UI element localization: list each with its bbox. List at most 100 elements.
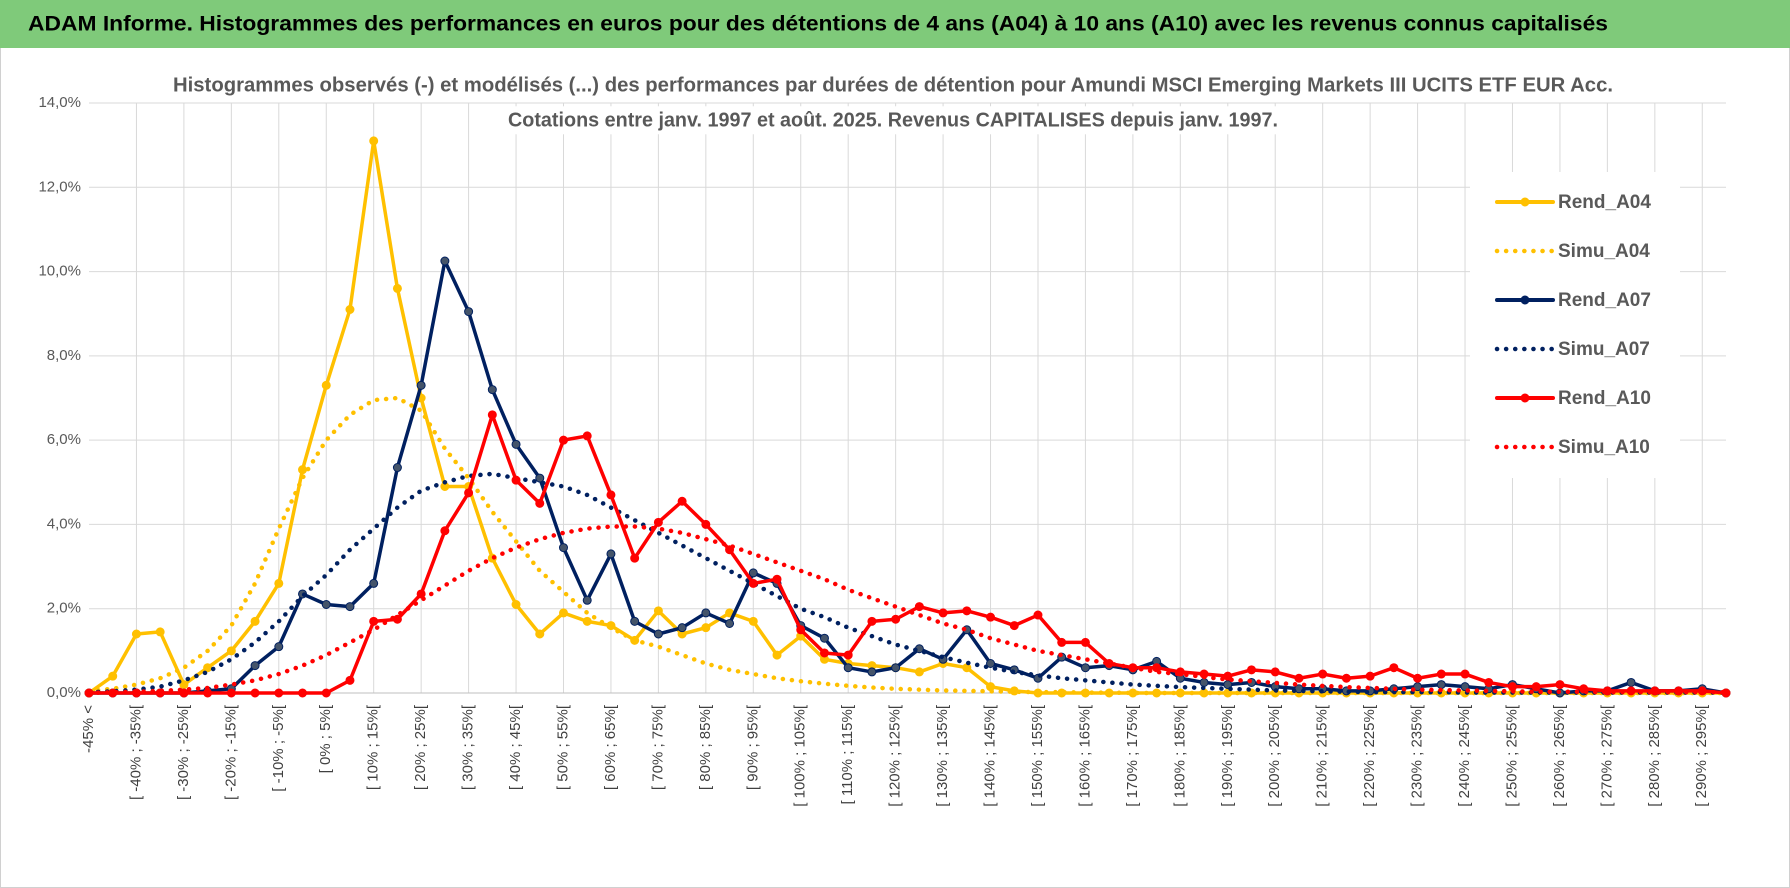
data-point (511, 475, 521, 485)
title-background (502, 106, 1284, 135)
legend-marker (1520, 393, 1530, 403)
data-point (1365, 671, 1375, 681)
series-lines (84, 136, 1731, 698)
series-line (87, 413, 1728, 695)
x-tick-label: [ -30% ; -25%[ (175, 704, 192, 800)
x-tick-label: [ 240% ; 245%[ (1456, 704, 1473, 807)
data-point (653, 606, 663, 616)
x-tick-label: [ 60% ; 65%[ (602, 704, 619, 790)
legend-label: Rend_A10 (1558, 388, 1651, 409)
data-point (558, 608, 568, 618)
legend-label: Rend_A04 (1558, 192, 1651, 213)
data-point (630, 553, 640, 563)
data-point (606, 490, 616, 500)
data-point (1436, 669, 1446, 679)
grid: 0,0% 2,0% 4,0% 6,0% 8,0% 10,0% 12,0% 14,0% -45% … (38, 94, 1726, 807)
x-tick-label: [ 20% ; 25%[ (412, 704, 429, 790)
data-point (914, 602, 924, 612)
data-point (630, 616, 640, 626)
data-point (986, 659, 996, 668)
x-tick-label: [ -40% ; -35%[ (127, 704, 144, 800)
y-tick-label: 8,0% (47, 347, 81, 364)
x-tick-label: [ 80% ; 85%[ (697, 704, 714, 790)
x-tick-label: -45% < (80, 705, 97, 753)
x-tick-label: [ 40% ; 45%[ (507, 704, 524, 790)
legend-marker (1520, 197, 1530, 207)
data-point (1247, 665, 1257, 675)
data-point (725, 618, 735, 628)
data-point (203, 663, 213, 673)
data-point (321, 600, 331, 609)
data-point (226, 646, 236, 656)
data-point (891, 663, 901, 673)
x-tick-label: [ 70% ; 75%[ (649, 704, 666, 790)
data-point (345, 305, 355, 314)
data-point (392, 614, 402, 624)
legend-marker (1520, 295, 1530, 305)
x-tick-label: [ 0% ; 5%[ (317, 704, 334, 773)
data-point (1199, 677, 1209, 687)
data-point (701, 519, 711, 529)
x-tick-label: [ 10% ; 15%[ (365, 704, 382, 790)
data-point (582, 431, 592, 441)
data-point (843, 650, 853, 660)
data-point (298, 688, 308, 698)
data-point (796, 625, 806, 635)
data-point (1294, 673, 1304, 683)
y-tick-label: 2,0% (47, 600, 81, 617)
data-point (558, 435, 568, 445)
series-line (86, 395, 1729, 696)
data-point (511, 439, 521, 449)
data-point (819, 633, 829, 643)
data-point (535, 498, 545, 508)
data-point (1080, 637, 1090, 647)
x-tick-label: [ 220% ; 225%[ (1361, 704, 1378, 807)
data-point (321, 380, 331, 390)
series-line (87, 139, 1728, 695)
data-point (891, 614, 901, 624)
legend-label: Simu_A04 (1558, 241, 1650, 262)
data-point (1318, 669, 1328, 679)
y-tick-label: 0,0% (47, 684, 81, 701)
data-point (677, 623, 687, 633)
data-point (1009, 621, 1019, 631)
data-point (1460, 669, 1470, 679)
data-point (701, 623, 711, 633)
data-point (606, 549, 616, 559)
x-tick-label: [ 130% ; 135%[ (934, 704, 951, 807)
data-point (535, 629, 545, 639)
data-point (155, 627, 165, 637)
x-tick-label: [ 290% ; 295%[ (1693, 704, 1710, 807)
x-tick-label: [ 30% ; 35%[ (460, 704, 477, 790)
data-point (1341, 673, 1351, 683)
y-tick-label: 12,0% (38, 178, 81, 195)
x-tick-label: [ 120% ; 125%[ (887, 704, 904, 807)
data-point (772, 650, 782, 660)
data-point (1626, 677, 1636, 687)
data-point (1413, 673, 1423, 683)
data-point (487, 385, 497, 395)
data-point (819, 648, 829, 658)
x-tick-label: [ 210% ; 215%[ (1314, 704, 1331, 807)
data-point (345, 675, 355, 685)
legend-label: Simu_A07 (1558, 339, 1650, 360)
data-point (440, 256, 450, 266)
x-tick-label: [ 200% ; 205%[ (1266, 704, 1283, 807)
data-point (416, 589, 426, 599)
data-point (1389, 663, 1399, 673)
y-tick-label: 10,0% (38, 263, 81, 280)
y-tick-label: 4,0% (47, 515, 81, 532)
x-tick-label: [ -10% ; -5%[ (270, 704, 287, 792)
data-point (250, 688, 260, 698)
data-point (986, 612, 996, 622)
data-point (1223, 671, 1233, 681)
data-point (1436, 680, 1446, 690)
x-tick-label: [ 170% ; 175%[ (1124, 704, 1141, 807)
legend-label: Simu_A10 (1558, 437, 1650, 458)
data-point (1152, 663, 1162, 673)
x-tick-label: [ 230% ; 235%[ (1409, 704, 1426, 807)
chart-subtitle: Cotations entre janv. 1997 et août. 2025… (508, 109, 1278, 131)
data-point (392, 463, 402, 473)
x-tick-label: [ 90% ; 95%[ (744, 704, 761, 790)
